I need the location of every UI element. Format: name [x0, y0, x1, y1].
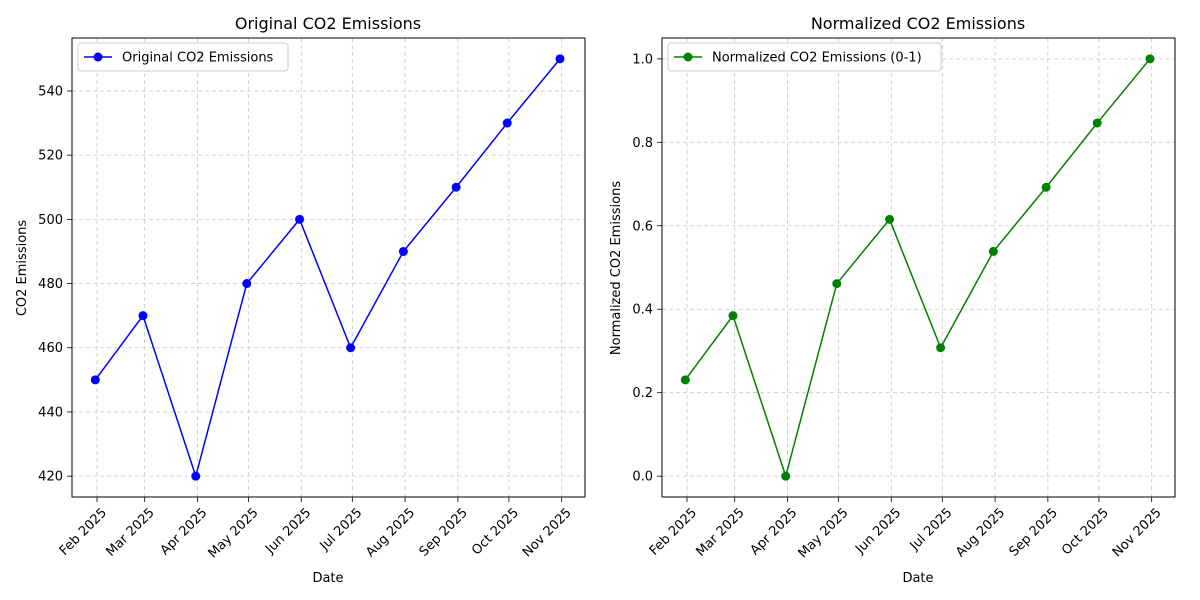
y-tick-label: 0.8	[632, 136, 653, 151]
axes-frame	[661, 37, 1176, 498]
data-point	[1145, 54, 1155, 64]
data-point	[680, 375, 690, 385]
data-point	[242, 279, 252, 289]
series-lines	[680, 54, 1155, 481]
data-point	[90, 375, 100, 385]
data-point	[988, 246, 998, 256]
y-tick-label: 0.4	[632, 303, 653, 318]
data-point	[295, 214, 305, 224]
axes-frame	[71, 37, 586, 498]
data-point	[138, 311, 148, 321]
y-axis-label: Normalized CO2 Emissions	[609, 181, 624, 355]
data-point	[502, 118, 512, 128]
data-point	[728, 311, 738, 321]
series-line	[684, 58, 1151, 479]
data-point	[346, 343, 356, 353]
y-ticks: 420 440 460 480 500 520 540	[38, 84, 72, 485]
y-tick-label: 440	[38, 405, 63, 420]
chart-title: Normalized CO2 Emissions	[811, 14, 1025, 33]
legend-label: Normalized CO2 Emissions (0-1)	[712, 51, 922, 66]
data-point	[936, 343, 946, 353]
legend-marker	[683, 52, 693, 62]
legend-box	[667, 42, 942, 72]
data-point	[398, 246, 408, 256]
y-tick-label: 520	[38, 149, 63, 164]
legend: Original CO2 Emissions	[77, 42, 289, 72]
x-axis-label: Date	[902, 571, 933, 586]
series-line	[94, 58, 561, 479]
y-tick-label: 1.0	[632, 52, 653, 67]
legend-label: Original CO2 Emissions	[122, 51, 274, 66]
data-point	[885, 214, 895, 224]
y-tick-label: 420	[38, 470, 63, 485]
legend: Normalized CO2 Emissions (0-1)	[667, 42, 942, 72]
data-point	[191, 471, 201, 481]
y-tick-label: 460	[38, 341, 63, 356]
y-tick-label: 540	[38, 84, 63, 99]
legend-marker	[93, 52, 103, 62]
y-ticks: 0.0 0.2 0.4 0.6 0.8 1.0	[632, 52, 662, 485]
y-tick-label: 0.2	[632, 386, 653, 401]
y-tick-label: 480	[38, 277, 63, 292]
grid-lines	[72, 38, 585, 497]
data-point	[555, 54, 565, 64]
y-axis-label: CO2 Emissions	[15, 220, 30, 317]
data-point	[832, 279, 842, 289]
y-tick-label: 0.0	[632, 470, 653, 485]
legend-box	[77, 42, 289, 72]
data-point	[1092, 118, 1102, 128]
series-lines	[90, 54, 565, 481]
data-point	[781, 471, 791, 481]
data-point	[1041, 182, 1051, 192]
y-tick-label: 500	[38, 213, 63, 228]
data-point	[451, 182, 461, 192]
y-tick-label: 0.6	[632, 219, 653, 234]
chart-title: Original CO2 Emissions	[235, 14, 421, 33]
x-axis-label: Date	[312, 571, 343, 586]
